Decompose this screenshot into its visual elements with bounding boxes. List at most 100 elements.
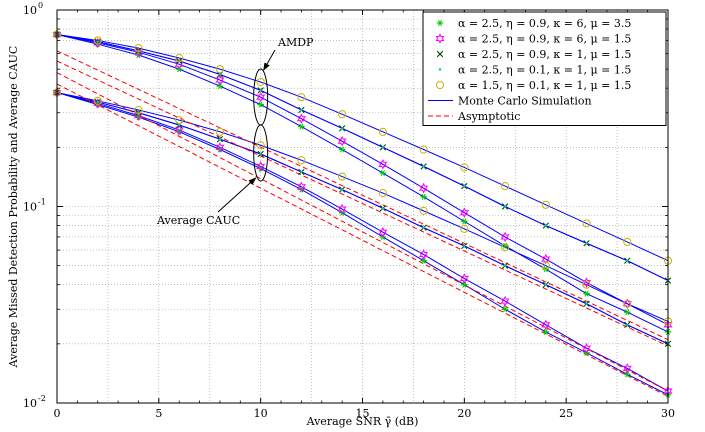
- legend: α = 2.5, η = 0.9, κ = 6, μ = 3.5 α = 2.5,…: [422, 11, 667, 126]
- star-marker: [296, 181, 307, 193]
- star-marker: [378, 158, 388, 170]
- circle-marker: [500, 182, 510, 191]
- star-marker: [581, 277, 592, 288]
- dot-marker: [422, 226, 425, 229]
- star-marker: [459, 207, 469, 219]
- circle-marker: [582, 280, 591, 289]
- star-marker: [378, 226, 388, 238]
- star-marker: [215, 74, 225, 86]
- dot-marker: [381, 207, 385, 210]
- simulation-curve: [56, 92, 669, 396]
- star-marker: [622, 298, 632, 310]
- circle-marker: [419, 145, 428, 154]
- dot-marker: [340, 127, 344, 130]
- asymptotic-curve: [56, 72, 669, 392]
- y-tick-exponent: 0: [38, 1, 43, 10]
- dot-marker: [218, 73, 222, 76]
- dot-marker: [438, 68, 442, 71]
- dot-marker: [259, 89, 262, 92]
- star-marker: [337, 203, 347, 215]
- star-marker: [622, 363, 632, 374]
- asterisk-marker: [420, 193, 427, 200]
- circle-marker: [256, 77, 265, 87]
- circle-marker: [623, 299, 632, 308]
- x-tick-label: 5: [155, 407, 162, 420]
- asterisk-marker: [216, 83, 224, 90]
- x-tick-label: 15: [356, 407, 370, 420]
- dot-marker: [422, 165, 425, 168]
- asymptotic-curve: [56, 50, 669, 341]
- circle-marker: [175, 53, 184, 63]
- amdp-label: AMDP: [277, 36, 314, 49]
- dot-marker: [503, 264, 507, 267]
- star-marker: [459, 273, 469, 284]
- dot-marker: [463, 244, 466, 248]
- x-tick-label: 25: [559, 407, 573, 420]
- circle-marker: [541, 200, 550, 209]
- asterisk-marker: [501, 306, 509, 313]
- asterisk-marker: [461, 218, 468, 225]
- legend-label: Asymptotic: [457, 110, 520, 123]
- asterisk-marker: [624, 371, 631, 378]
- y-tick-label: 10: [23, 397, 37, 410]
- circle-marker: [134, 105, 143, 115]
- cauc-label: Average CAUC: [156, 214, 240, 227]
- circle-marker: [582, 219, 591, 228]
- asterisk-marker: [461, 281, 468, 288]
- star-marker: [296, 113, 307, 124]
- simulation-curve: [56, 92, 669, 322]
- circle-marker: [541, 261, 550, 270]
- asymptotic-curve: [56, 83, 669, 397]
- circle-marker: [297, 93, 306, 102]
- y-tick-label: 10: [23, 201, 37, 214]
- circle-marker: [297, 156, 306, 165]
- star-marker: [133, 46, 144, 58]
- dot-marker: [218, 138, 222, 141]
- x-marker: [436, 50, 444, 58]
- cauc-ellipse: [253, 124, 269, 182]
- circle-marker: [378, 127, 387, 136]
- dot-marker: [626, 259, 629, 262]
- simulation-curve: [56, 92, 669, 345]
- x-tick-label: 10: [254, 407, 268, 420]
- dot-marker: [544, 224, 547, 227]
- cauc-arrow: [217, 177, 257, 213]
- simulation-curve: [56, 34, 669, 333]
- y-tick-exponent: -2: [38, 394, 46, 403]
- annotations: AMDP Average CAUC: [156, 36, 314, 227]
- star-marker: [133, 110, 144, 121]
- dot-marker: [463, 184, 466, 188]
- asterisk-marker: [624, 309, 631, 316]
- circle-marker: [338, 172, 347, 181]
- star-marker: [256, 91, 266, 103]
- simulation-curve: [56, 34, 669, 326]
- amdp-arrow: [263, 49, 276, 71]
- simulation-curve: [56, 92, 669, 392]
- legend-box: [422, 11, 667, 126]
- dot-marker: [585, 302, 588, 305]
- curves: [56, 34, 669, 397]
- circle-marker: [338, 110, 347, 119]
- asterisk-marker: [583, 290, 590, 297]
- x-tick-label: 0: [54, 407, 61, 420]
- star-marker: [174, 124, 184, 136]
- circle-marker: [460, 224, 469, 233]
- circle-marker: [175, 116, 184, 125]
- circle-marker: [93, 36, 102, 45]
- circle-marker: [93, 96, 102, 105]
- asymptotic-curve: [56, 60, 669, 347]
- star-marker: [435, 33, 445, 44]
- star-marker: [256, 161, 266, 172]
- x-stroke: [436, 50, 444, 58]
- y-axis-label: Average Missed Detection Probability and…: [7, 46, 20, 369]
- dot-marker: [259, 152, 262, 156]
- circle-marker: [256, 141, 265, 150]
- legend-label: α = 2.5, η = 0.9, κ = 6, μ = 3.5: [458, 17, 631, 30]
- circle-marker: [134, 43, 143, 53]
- asterisk-marker: [257, 101, 264, 108]
- star-marker: [500, 231, 510, 243]
- dot-marker: [585, 242, 588, 245]
- circle-marker: [215, 127, 225, 136]
- star-marker: [418, 249, 429, 260]
- dot-marker: [503, 205, 507, 208]
